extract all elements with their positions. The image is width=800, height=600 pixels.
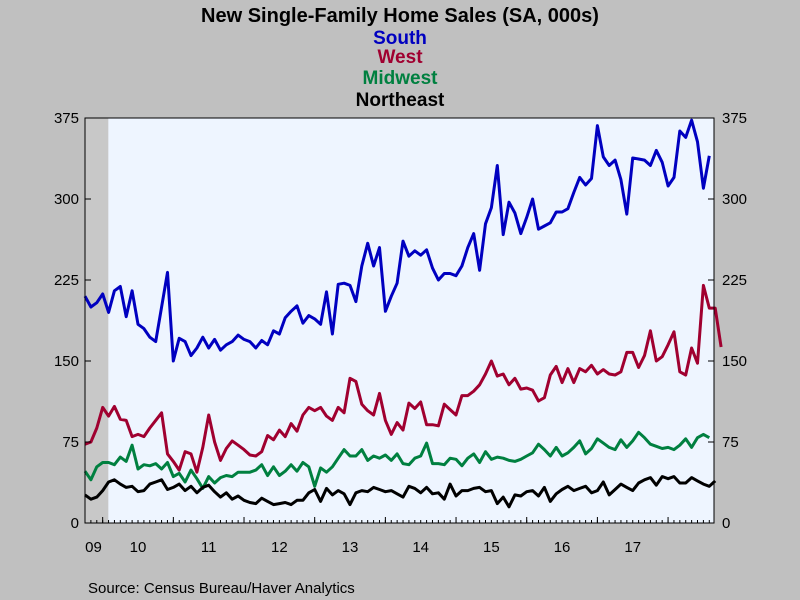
y-tick-label-left: 300: [54, 191, 79, 208]
chart-title: New Single-Family Home Sales (SA, 000s): [201, 5, 599, 27]
plot-frame: [84, 117, 715, 524]
legend-south: South: [373, 28, 427, 49]
y-tick-label-left: 150: [54, 353, 79, 370]
series-layer: [83, 118, 723, 509]
x-tick-label: 10: [130, 539, 147, 556]
y-axis-left: 0 75 150 225 300 375: [54, 110, 91, 532]
y-tick-label-right: 150: [722, 353, 747, 370]
series-line-midwest: [83, 430, 711, 490]
x-axis: 09 10 11 12 13 14 15 16 17: [84, 517, 710, 556]
y-tick-label-right: 375: [722, 110, 747, 127]
x-tick-label: 11: [201, 539, 217, 556]
y-tick-label-right: 225: [722, 272, 747, 289]
y-tick-label-left: 75: [62, 434, 79, 451]
x-tick-label: 16: [554, 539, 571, 556]
series-line-west: [84, 283, 723, 474]
y-tick-label-left: 375: [54, 110, 79, 127]
x-tick-label: 13: [342, 539, 359, 556]
x-tick-label: 14: [412, 539, 429, 556]
y-axis-right: 0 75 150 225 300 375: [708, 110, 747, 532]
y-tick-label-left: 225: [54, 272, 79, 289]
recession-band: [85, 118, 109, 523]
series-line-south: [83, 118, 711, 363]
y-tick-label-right: 75: [722, 434, 739, 451]
x-tick-label: 12: [271, 539, 288, 556]
x-tick-label: 17: [624, 539, 641, 556]
y-tick-label-left: 0: [71, 515, 79, 532]
source-note: Source: Census Bureau/Haver Analytics: [88, 580, 355, 597]
series-line-northeast: [84, 475, 717, 509]
legend-west: West: [377, 47, 423, 68]
legend-midwest: Midwest: [363, 68, 439, 89]
legend-northeast: Northeast: [356, 90, 445, 111]
y-tick-label-right: 0: [722, 515, 730, 532]
x-tick-label: 09: [85, 539, 102, 556]
y-tick-label-right: 300: [722, 191, 747, 208]
x-tick-label: 15: [483, 539, 500, 556]
